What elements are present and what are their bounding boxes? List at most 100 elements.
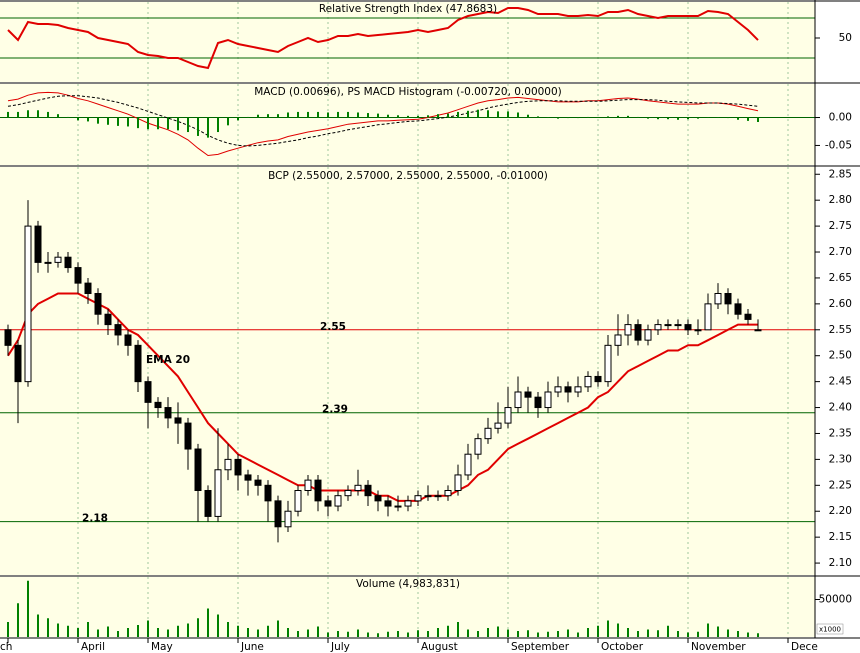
histogram-bar xyxy=(97,117,99,124)
volume-bar xyxy=(157,628,159,637)
histogram-bar xyxy=(587,116,589,118)
volume-bar xyxy=(747,632,749,637)
histogram-bar xyxy=(447,113,449,118)
candle-body xyxy=(204,489,212,517)
volume-bar xyxy=(527,630,529,637)
volume-bar xyxy=(377,633,379,637)
candle-body xyxy=(4,329,12,346)
candle-body xyxy=(704,303,712,331)
volume-bar xyxy=(497,626,499,637)
volume-bar xyxy=(307,629,309,637)
histogram-bar xyxy=(87,117,89,122)
histogram-bar xyxy=(357,112,359,118)
volume-bar xyxy=(667,625,669,637)
histogram-bar xyxy=(257,114,259,118)
candle-body xyxy=(184,422,192,450)
volume-bar xyxy=(577,632,579,637)
candle-body xyxy=(514,391,522,409)
x-tick-label: Dece xyxy=(791,641,818,653)
candle-body xyxy=(314,479,322,502)
volume-bar xyxy=(357,629,359,637)
histogram-bar xyxy=(27,110,29,118)
y-tick-label: 2.15 xyxy=(829,531,852,543)
candle-body xyxy=(714,292,722,305)
panel-title: Volume (4,983,831) xyxy=(356,578,460,590)
volume-bar xyxy=(207,608,209,637)
candle-body xyxy=(664,324,672,327)
volume-bar xyxy=(407,632,409,637)
y-tick-label: 50000 xyxy=(819,594,852,606)
histogram-bar xyxy=(237,117,239,121)
candle-body xyxy=(754,329,762,332)
volume-bar xyxy=(397,631,399,637)
y-tick-label: 2.50 xyxy=(829,350,852,362)
candle-body xyxy=(444,489,452,497)
volume-bar xyxy=(467,629,469,637)
histogram-bar xyxy=(457,111,459,118)
candle-body xyxy=(114,324,122,336)
volume-bar xyxy=(737,631,739,637)
candle-body xyxy=(744,313,752,320)
candle-body xyxy=(354,484,362,491)
histogram-bar xyxy=(467,110,469,118)
volume-bar xyxy=(717,626,719,637)
y-tick-label: 0.00 xyxy=(829,112,852,124)
histogram-bar xyxy=(727,117,729,119)
histogram-bar xyxy=(7,111,9,118)
histogram-bar xyxy=(227,117,229,126)
y-tick-label: 2.75 xyxy=(829,220,852,232)
candle-body xyxy=(384,500,392,507)
volume-bar xyxy=(187,623,189,637)
histogram-bar xyxy=(177,117,179,131)
candle-body xyxy=(14,344,22,383)
ema-label: EMA 20 xyxy=(146,354,190,366)
x-tick-label: April xyxy=(81,641,105,653)
candle-body xyxy=(684,324,692,331)
histogram-bar xyxy=(307,111,309,118)
candle-body xyxy=(654,324,662,331)
volume-bar xyxy=(587,628,589,637)
volume-bar xyxy=(227,622,229,637)
histogram-bar xyxy=(147,117,149,130)
y-tick-label: 2.30 xyxy=(829,453,852,465)
candle-body xyxy=(194,448,202,491)
candle-body xyxy=(54,256,62,263)
volume-bar xyxy=(347,631,349,637)
histogram-bar xyxy=(577,117,579,119)
panel-background xyxy=(0,577,815,637)
candle-body xyxy=(224,458,232,471)
volume-bar xyxy=(597,625,599,637)
volume-bar xyxy=(387,631,389,637)
axis-unit-box xyxy=(816,623,844,635)
volume-bar xyxy=(447,625,449,637)
volume-bar xyxy=(297,631,299,637)
panel-title: MACD (0.00696), PS MACD Histogram (-0.00… xyxy=(254,86,562,98)
candle-body xyxy=(364,484,372,497)
histogram-bar xyxy=(157,117,159,130)
candle-body xyxy=(84,282,92,294)
volume-bar xyxy=(267,625,269,637)
histogram-bar xyxy=(417,115,419,118)
histogram-bar xyxy=(707,117,709,119)
volume-bar xyxy=(537,632,539,637)
volume-bar xyxy=(147,620,149,637)
candle-body xyxy=(64,256,72,269)
candle-body xyxy=(174,417,182,424)
histogram-bar xyxy=(387,114,389,118)
volume-bar xyxy=(477,631,479,637)
candle-body xyxy=(104,313,112,326)
candle-body xyxy=(344,489,352,497)
histogram-bar xyxy=(367,113,369,118)
candle-body xyxy=(524,391,532,398)
x-tick-label: August xyxy=(421,641,458,653)
y-tick-label: 2.25 xyxy=(829,479,852,491)
histogram-bar xyxy=(297,111,299,118)
histogram-bar xyxy=(677,117,679,120)
histogram-bar xyxy=(517,112,519,118)
candle-body xyxy=(124,334,132,346)
candle-body xyxy=(324,500,332,507)
y-tick-label: 2.65 xyxy=(829,272,852,284)
volume-bar xyxy=(247,628,249,637)
histogram-bar xyxy=(277,114,279,118)
histogram-bar xyxy=(217,117,219,133)
